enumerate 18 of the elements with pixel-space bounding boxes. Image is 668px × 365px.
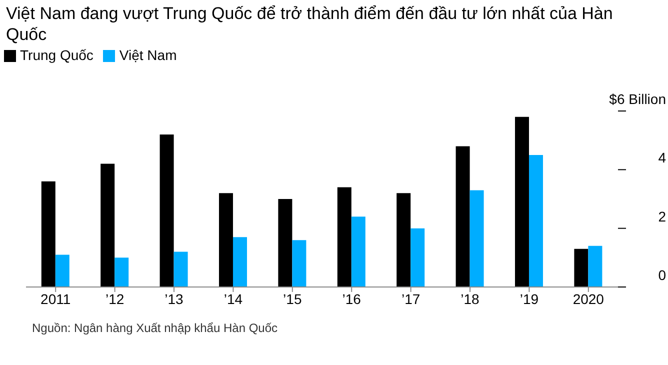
x-tick-label: 2011	[40, 290, 71, 307]
y-tick-label: $6 Billion	[609, 91, 666, 107]
x-tick-label: ’14	[224, 290, 243, 307]
x-tick-label: ’13	[164, 290, 184, 307]
x-tick-label: 2020	[572, 290, 604, 307]
y-tick-label: 2	[658, 208, 666, 224]
chart-title: Việt Nam đang vượt Trung Quốc để trở thành điểm đến đầu tư lớn nhất của Hàn Quốc	[6, 3, 614, 45]
y-tick-label: 0	[658, 267, 666, 283]
x-tick-label: ’12	[105, 290, 124, 307]
legend-label: Trung Quốc	[20, 47, 94, 63]
x-tick-label: ’18	[460, 290, 480, 307]
legend-label: Việt Nam	[119, 47, 177, 63]
x-tick-label: ’19	[520, 290, 539, 307]
x-tick-label: ’17	[401, 290, 420, 307]
x-tick-label: ’15	[283, 290, 302, 307]
text: Nguồn: Ngân hàng Xuất nhập khẩu Hàn Quốc	[32, 321, 278, 335]
x-tick-label: ’16	[342, 290, 362, 307]
y-tick-label: 4	[658, 150, 666, 166]
